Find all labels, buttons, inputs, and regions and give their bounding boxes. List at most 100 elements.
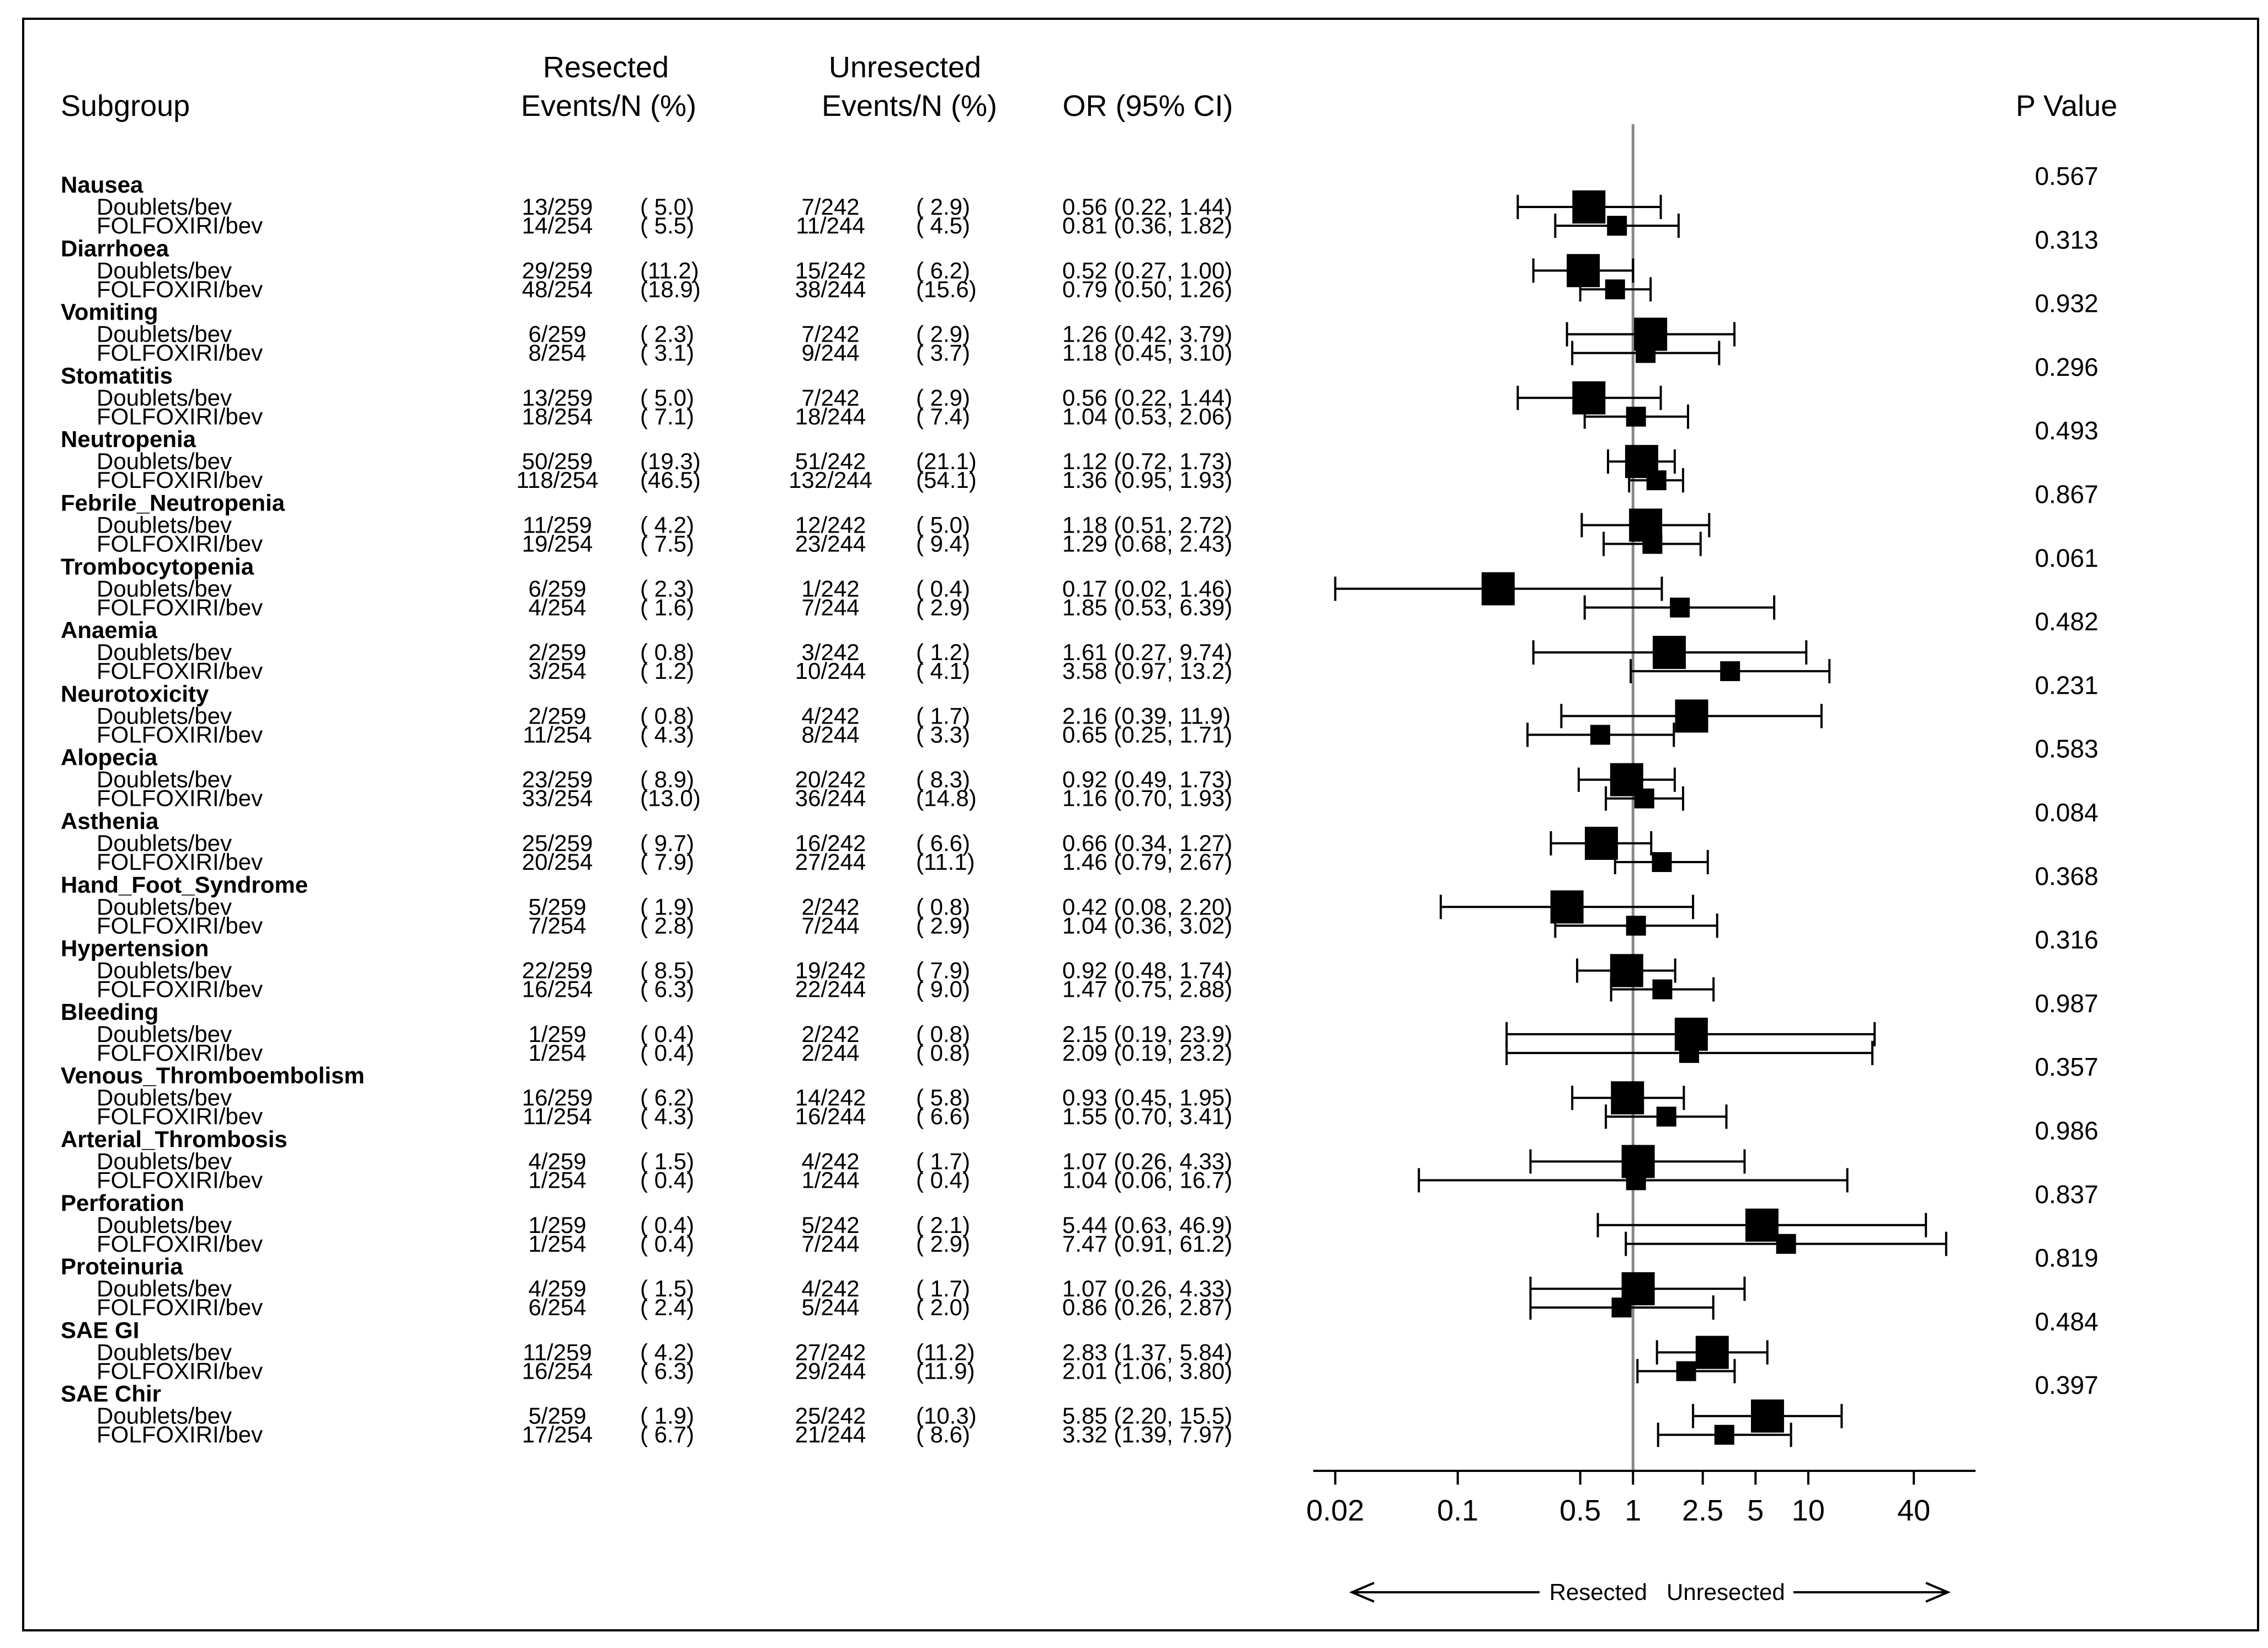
group-label: Trombocytopenia [61,554,254,580]
unresected-events: 7/244 [801,1231,859,1257]
subgroup-label: Doublets/bev [97,1403,232,1429]
subgroup-label: FOLFOXIRI/bev [97,1231,263,1257]
resected-percent: ( 7.9) [640,849,694,875]
unresected-percent: ( 6.2) [916,257,970,283]
group-label: Hypertension [61,935,209,961]
resected-percent: ( 0.4) [640,1167,694,1193]
point-estimate [1481,572,1515,605]
unresected-percent: (11.2) [916,1339,975,1365]
axis-tick-label: 10 [1792,1494,1825,1527]
resected-events: 5/259 [528,1403,586,1429]
unresected-percent: ( 1.7) [916,1275,970,1301]
resected-percent: (19.3) [640,448,701,474]
point-estimate [1750,1399,1784,1433]
resected-events: 2/259 [528,703,586,729]
point-estimate [1652,636,1686,669]
group-label: Perforation [61,1190,184,1216]
group-label: SAE GI [61,1317,139,1343]
odds-ratio-ci: 0.56 (0.22, 1.44) [1062,194,1232,220]
resected-events: 6/259 [528,321,586,347]
resected-events: 17/254 [522,1422,593,1448]
resected-percent: ( 5.0) [640,194,694,220]
resected-events: 13/259 [522,194,593,220]
point-estimate [1584,827,1618,860]
arrow-left-head [1349,1582,1375,1603]
subgroup-label: FOLFOXIRI/bev [97,976,263,1002]
subgroup-label: FOLFOXIRI/bev [97,212,263,238]
resected-percent: ( 7.5) [640,531,694,557]
direction-arrows: Resected Unresected [1349,1579,1951,1605]
group-label: Bleeding [61,999,158,1025]
axis-tick-label: 2.5 [1682,1494,1723,1527]
unresected-percent: ( 9.0) [916,976,970,1002]
subgroup-label: Doublets/bev [97,1275,232,1301]
resected-events: 1/254 [528,1167,586,1193]
odds-ratio-ci: 1.85 (0.53, 6.39) [1062,594,1232,620]
unresected-events: 22/244 [795,976,866,1002]
subgroup-label: FOLFOXIRI/bev [97,849,263,875]
p-value: 0.819 [2035,1243,2098,1272]
unresected-events: 11/244 [796,212,865,238]
p-value: 0.867 [2035,480,2098,509]
forest-marks [1334,124,1947,1471]
resected-events: 19/254 [522,531,593,557]
resected-percent: ( 2.4) [640,1294,694,1320]
p-value: 0.583 [2035,735,2098,763]
odds-ratio-ci: 0.81 (0.36, 1.82) [1062,212,1232,238]
axis-tick-label: 0.5 [1559,1494,1601,1527]
unresected-percent: ( 2.9) [916,385,970,411]
odds-ratio-ci: 2.15 (0.19, 23.9) [1062,1021,1232,1047]
unresected-events: 20/242 [795,767,866,793]
subgroup-label: FOLFOXIRI/bev [97,276,263,302]
resected-events: 14/254 [522,212,593,238]
axis-tick-label: 1 [1625,1494,1641,1527]
group-label: Stomatitis [61,363,173,389]
unresected-percent: ( 0.8) [916,1040,970,1066]
unresected-events: 4/242 [801,1275,859,1301]
p-value: 0.482 [2035,607,2098,636]
point-estimate [1626,916,1646,936]
p-value: 0.986 [2035,1117,2098,1145]
p-value: 0.313 [2035,225,2098,254]
resected-events: 16/254 [522,976,593,1002]
subgroup-label: Doublets/bev [97,1149,232,1174]
subgroup-label: Doublets/bev [97,767,232,793]
header-p-value: P Value [2016,89,2117,123]
unresected-percent: (21.1) [916,448,977,474]
odds-ratio-ci: 1.07 (0.26, 4.33) [1062,1275,1232,1301]
subgroup-label: Doublets/bev [97,194,232,220]
unresected-percent: ( 7.4) [916,403,970,429]
unresected-percent: ( 6.6) [916,1103,970,1129]
point-estimate [1652,979,1673,1000]
forest-rows: Nausea 0.567 Doublets/bev 13/259 ( 5.0) 7/242… [61,162,2099,1448]
unresected-events: 5/242 [801,1212,859,1238]
unresected-events: 14/242 [795,1085,866,1110]
p-value: 0.837 [2035,1180,2098,1209]
unresected-events: 4/242 [801,703,859,729]
subgroup-label: Doublets/bev [97,1212,232,1238]
unresected-events: 18/244 [795,403,866,429]
unresected-events: 132/244 [789,467,872,493]
unresected-percent: (11.9) [916,1358,975,1384]
unresected-events: 27/242 [795,1339,866,1365]
odds-ratio-ci: 1.12 (0.72, 1.73) [1062,448,1232,474]
unresected-percent: ( 3.3) [916,721,970,747]
group-label: Neutropenia [61,426,196,452]
unresected-percent: (11.1) [916,849,975,875]
resected-events: 50/259 [522,448,593,474]
odds-ratio-ci: 0.92 (0.49, 1.73) [1062,767,1232,793]
subgroup-label: FOLFOXIRI/bev [97,403,263,429]
unresected-events: 16/242 [795,830,866,856]
resected-events: 1/254 [528,1231,586,1257]
subgroup-label: Doublets/bev [97,385,232,411]
resected-percent: ( 4.2) [640,1339,694,1365]
unresected-percent: ( 8.6) [916,1422,970,1448]
unresected-events: 38/244 [795,276,866,302]
unresected-percent: ( 2.1) [916,1212,970,1238]
odds-ratio-ci: 2.01 (1.06, 3.80) [1062,1358,1232,1384]
resected-percent: ( 8.5) [640,958,694,984]
point-estimate [1679,1043,1699,1063]
subgroup-label: FOLFOXIRI/bev [97,1422,263,1448]
odds-ratio-ci: 0.92 (0.48, 1.74) [1062,958,1232,984]
header-resected: Resected [543,51,669,84]
